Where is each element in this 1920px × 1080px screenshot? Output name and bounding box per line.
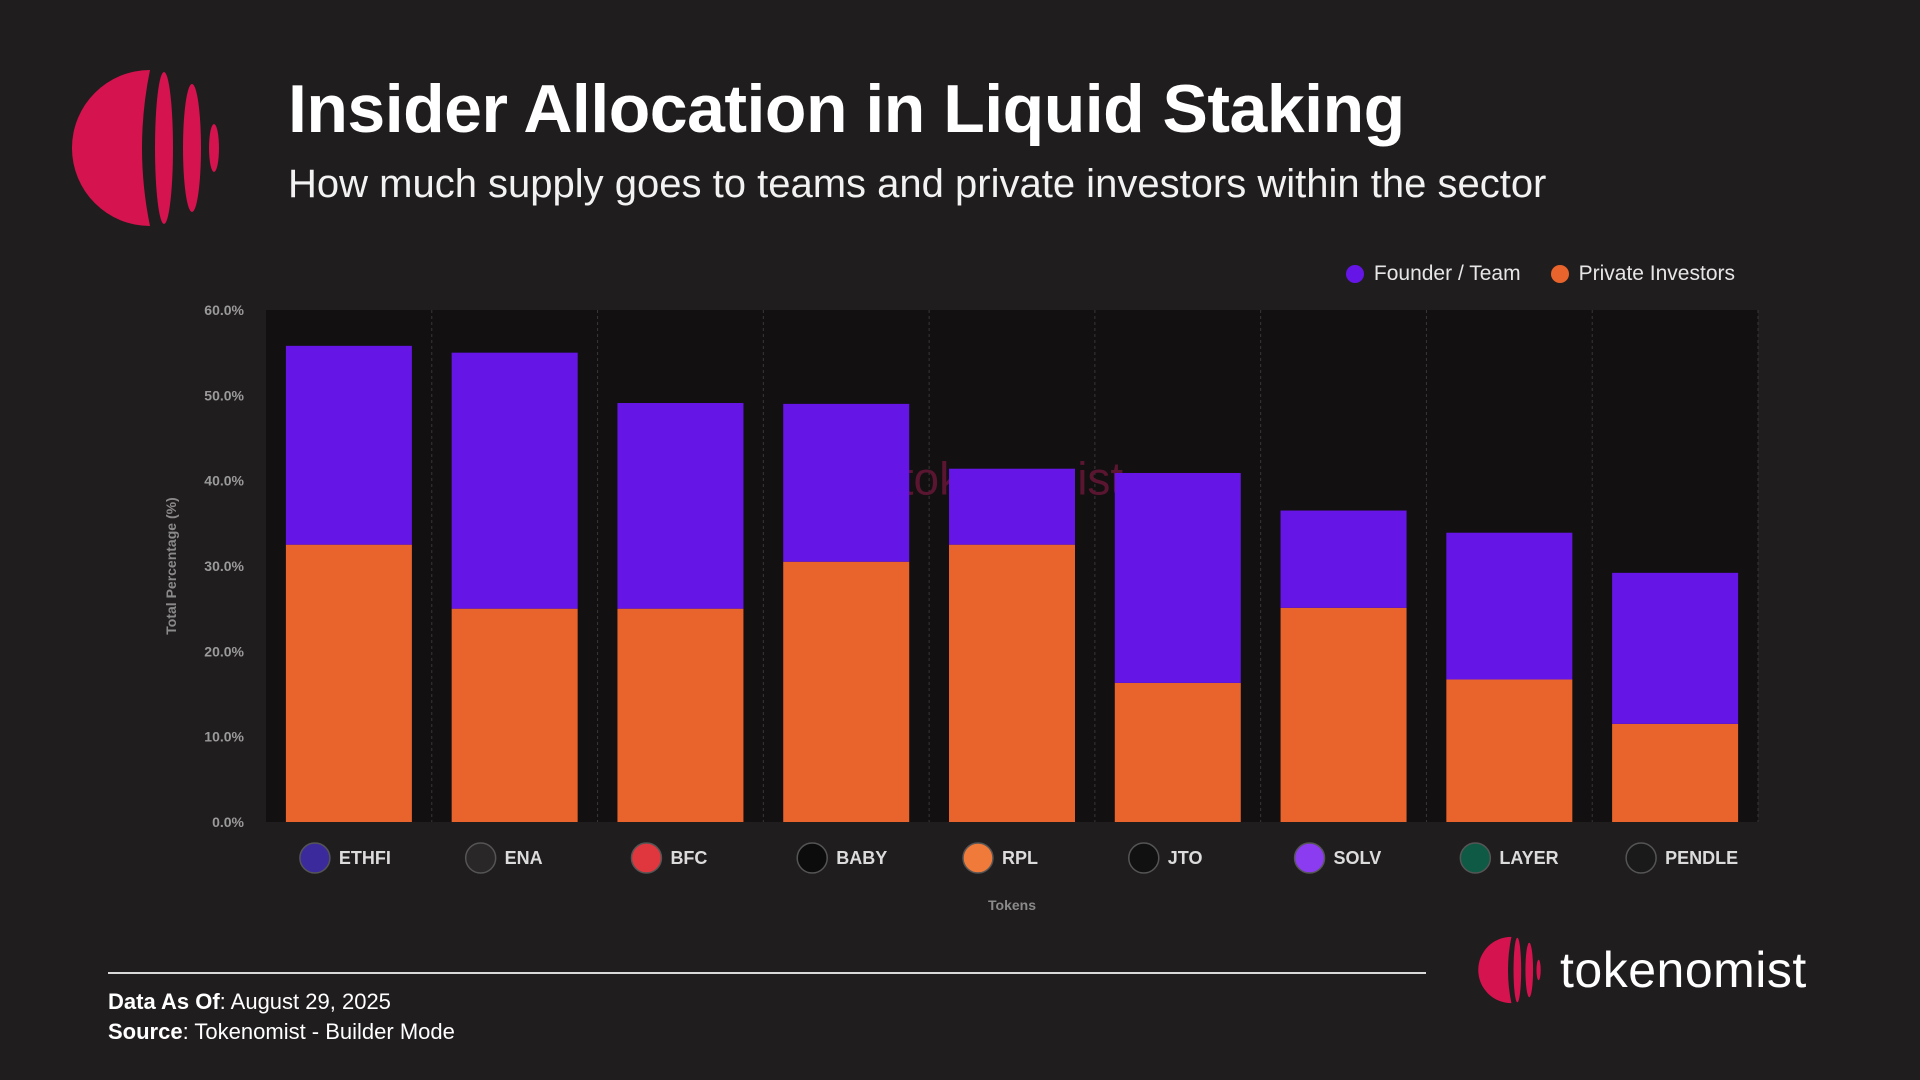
x-tick-label: BFC xyxy=(670,848,707,868)
y-tick-label: 50.0% xyxy=(204,387,244,403)
bar-team-rpl xyxy=(949,468,1075,545)
y-tick-label: 30.0% xyxy=(204,558,244,574)
footer: Data As Of: August 29, 2025 Source: Toke… xyxy=(108,987,455,1047)
page-subtitle: How much supply goes to teams and privat… xyxy=(288,162,1547,206)
y-tick-label: 40.0% xyxy=(204,473,244,489)
y-tick-label: 20.0% xyxy=(204,643,244,659)
bar-investors-baby xyxy=(783,561,910,822)
source-line: Source: Tokenomist - Builder Mode xyxy=(108,1017,455,1047)
y-tick-label: 0.0% xyxy=(212,814,244,830)
x-tick-label: LAYER xyxy=(1499,848,1558,868)
tokenomist-logo xyxy=(62,68,222,233)
bar-team-solv xyxy=(1280,510,1407,608)
y-tick-label: 60.0% xyxy=(204,302,244,318)
bar-team-ethfi xyxy=(285,345,412,545)
brand-mark-icon xyxy=(1478,936,1541,1004)
x-tick-label: ENA xyxy=(505,848,543,868)
brand-name: tokenomist xyxy=(1560,942,1807,998)
ethfi-icon xyxy=(299,842,331,874)
y-tick-label: 10.0% xyxy=(204,729,244,745)
legend-swatch-team xyxy=(1345,265,1364,283)
bar-team-layer xyxy=(1446,532,1573,680)
bfc-icon xyxy=(630,842,663,874)
x-tick-label: BABY xyxy=(836,848,887,868)
legend-label-investors: Private Investors xyxy=(1578,262,1735,285)
bar-investors-ethfi xyxy=(285,544,412,822)
legend-swatch-investors xyxy=(1550,265,1569,283)
bar-investors-layer xyxy=(1446,679,1573,822)
bar-team-jto xyxy=(1114,472,1241,683)
x-tick-label: SOLV xyxy=(1334,848,1382,868)
layer-icon xyxy=(1459,842,1492,874)
bar-investors-jto xyxy=(1114,682,1241,822)
bar-team-baby xyxy=(783,403,910,562)
x-tick-label: JTO xyxy=(1168,848,1203,868)
bar-team-ena xyxy=(451,352,578,609)
x-tick-label: PENDLE xyxy=(1665,848,1738,868)
jto-icon xyxy=(1128,842,1160,874)
bar-investors-solv xyxy=(1280,607,1407,822)
x-axis-title: Tokens xyxy=(988,897,1036,913)
bar-investors-bfc xyxy=(617,608,744,822)
stacked-bar-chart: tokenomist0.0%10.0%20.0%30.0%40.0%50.0%6… xyxy=(163,302,1759,913)
bar-team-bfc xyxy=(617,403,744,609)
bar-investors-pendle xyxy=(1612,723,1739,822)
legend-label-team: Founder / Team xyxy=(1373,262,1521,285)
bar-team-pendle xyxy=(1612,572,1739,724)
data-as-of-label: Data As Of xyxy=(108,989,220,1014)
solv-icon xyxy=(1293,842,1326,874)
pendle-icon xyxy=(1625,842,1657,874)
data-as-of-value: : August 29, 2025 xyxy=(219,989,391,1014)
legend-item-team[interactable]: Founder / Team xyxy=(1345,262,1521,286)
baby-icon xyxy=(796,842,828,874)
x-tick-label: ETHFI xyxy=(339,848,391,868)
bar-investors-rpl xyxy=(949,544,1075,822)
x-tick-label: RPL xyxy=(1002,848,1038,868)
chart-legend: Founder / Team Private Investors xyxy=(1345,262,1735,286)
ena-icon xyxy=(464,842,497,874)
data-as-of-line: Data As Of: August 29, 2025 xyxy=(108,987,455,1017)
rpl-icon xyxy=(962,842,994,874)
brand-lockup: tokenomist xyxy=(1474,936,1807,1004)
source-label: Source xyxy=(108,1019,183,1044)
source-value: : Tokenomist - Builder Mode xyxy=(182,1019,455,1044)
page-title: Insider Allocation in Liquid Staking xyxy=(288,71,1405,147)
bar-investors-ena xyxy=(451,608,578,822)
y-axis-title: Total Percentage (%) xyxy=(163,497,179,634)
legend-item-investors[interactable]: Private Investors xyxy=(1550,262,1735,286)
footer-divider xyxy=(108,972,1426,974)
